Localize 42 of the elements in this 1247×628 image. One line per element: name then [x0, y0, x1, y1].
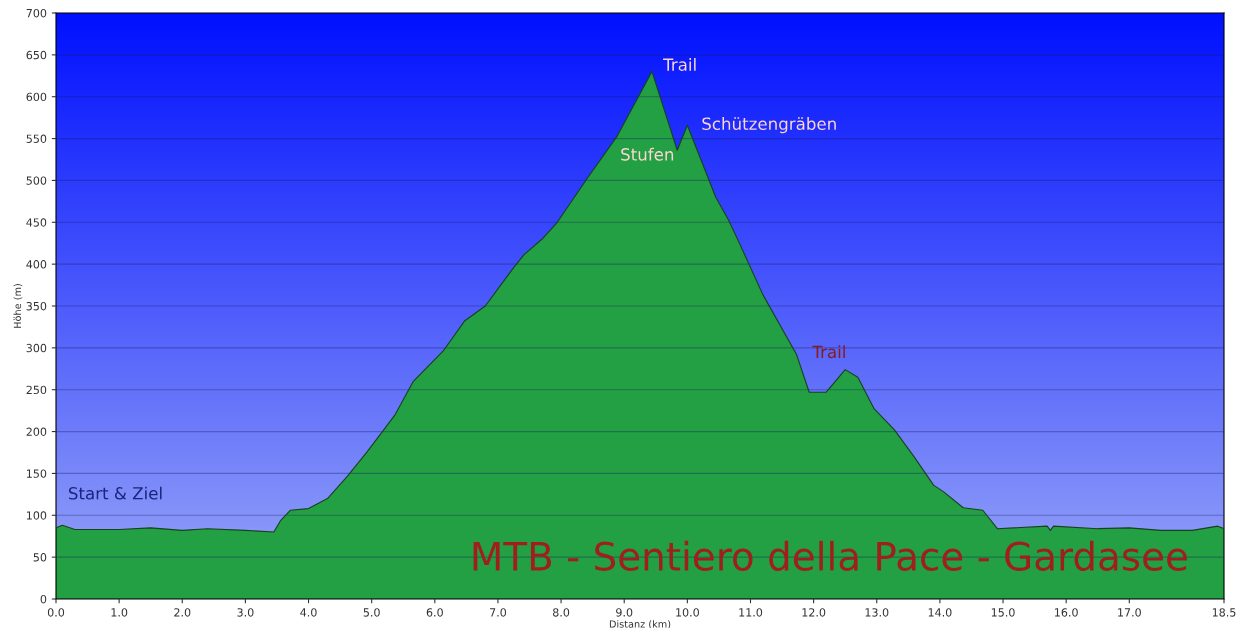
x-tick-label: 0.0	[47, 608, 65, 617]
y-tick-label: 50	[33, 553, 47, 562]
x-tick-label: 14.0	[928, 608, 952, 617]
x-tick-label: 16.0	[1055, 608, 1078, 617]
y-tick-label: 300	[26, 343, 47, 353]
x-tick-label: 8.0	[553, 608, 570, 617]
text: MTB - Sentiero della Pace - Gardasee	[473, 540, 1187, 571]
annotation: Schützengräben	[702, 117, 836, 134]
annotation: Start & Ziel	[68, 486, 162, 500]
y-tick-label: 250	[26, 385, 47, 395]
y-tick-label: 0	[40, 594, 47, 604]
y-tick-label: 600	[26, 92, 47, 102]
x-tick-label: 12.0	[802, 608, 826, 617]
x-tick-label: 2.0	[174, 608, 191, 617]
annotation: Stufen	[621, 147, 674, 161]
x-tick-label: 7.0	[490, 608, 507, 617]
y-tick-label: 550	[26, 134, 47, 143]
y-tick-label: 450	[26, 218, 47, 227]
y-tick-label: 400	[26, 260, 47, 269]
x-tick-label: 17.0	[1118, 608, 1141, 617]
y-tick-label: 350	[26, 301, 47, 311]
y-tick-label: 100	[26, 511, 47, 520]
y-tick-label: 500	[26, 176, 47, 185]
x-tick-label: 9.0	[616, 608, 633, 617]
x-tick-label: 11.0	[739, 608, 763, 617]
annotation: Trail	[812, 345, 845, 359]
x-tick-label: 3.0	[237, 608, 254, 617]
y-axis-title: Höhe (m)	[13, 284, 23, 328]
x-tick-label: 1.0	[111, 608, 128, 617]
x-tick-label: 5.0	[363, 608, 380, 617]
annotation: Trail	[663, 57, 696, 71]
x-tick-label: 10.0	[676, 608, 699, 617]
x-tick-label: 13.0	[865, 608, 889, 617]
x-tick-label: 4.0	[300, 608, 317, 617]
y-tick-label: 700	[26, 8, 47, 18]
x-tick-label: 15.0	[991, 608, 1015, 617]
y-tick-label: 650	[26, 50, 47, 60]
x-tick-label: 18.5	[1212, 608, 1236, 617]
y-tick-label: 200	[26, 427, 47, 436]
x-tick-label: 6.0	[426, 608, 443, 617]
x-axis-title: Distanz (km)	[609, 620, 671, 628]
y-tick-label: 150	[26, 469, 47, 478]
